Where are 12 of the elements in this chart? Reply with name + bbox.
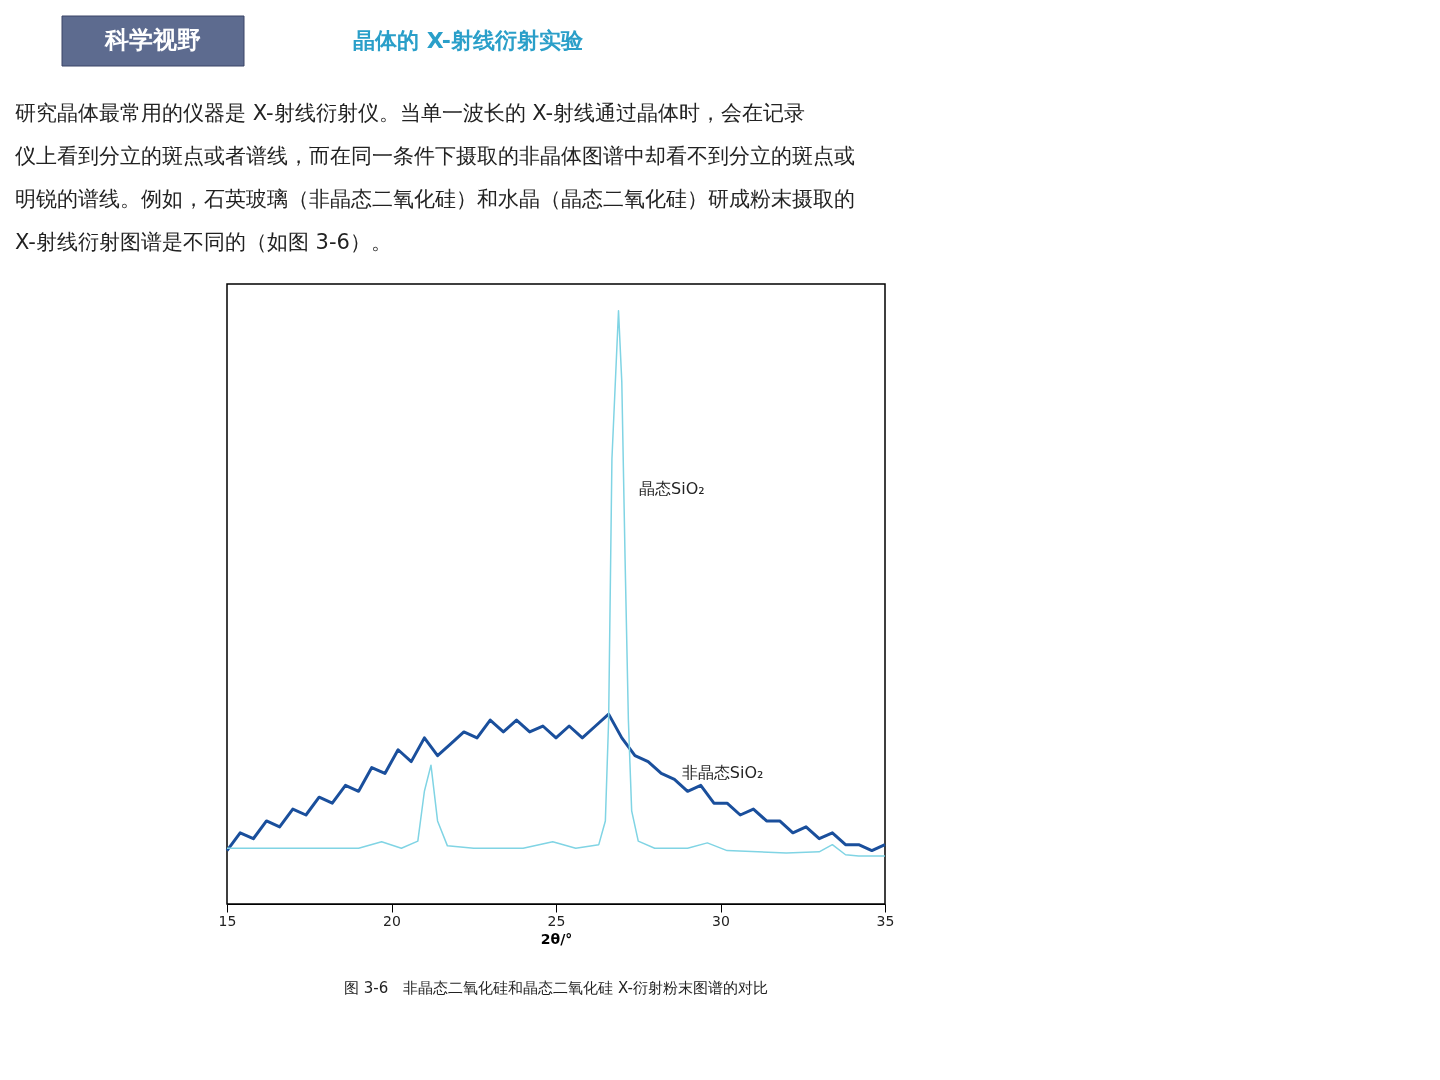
x-tick-label: 20: [383, 912, 401, 929]
text: 科学视野: [104, 26, 201, 54]
x-tick-label: 25: [547, 912, 566, 929]
x-tick-label: 35: [876, 912, 895, 929]
annotation: 非晶态SiO₂: [681, 763, 764, 783]
caption: 图 3-6 非晶态二氧化硅和晶态二氧化硅 X-衍射粉末图谱的对比: [344, 979, 768, 997]
x-axis-title: 2θ/°: [540, 930, 573, 947]
annotation: 晶态SiO₂: [639, 478, 705, 498]
chart-title: 晶体的 X-射线衍射实验: [353, 28, 584, 53]
text: 研究晶体最常用的仪器是 X-射线衍射仪。当单一波长的 X-射线通过晶体时，会在记录仪上看到分立的斑点或者谱线，而在同一条件下摄取的非晶体图谱中却看不到分立的斑点或明锐的谱线。例如，石英玻璃（非晶态二氧化硅）和水晶（晶态二氧化硅）研成粉末摄取的 X-射线衍射图谱是不同的（如图 3-6）。: [15, 101, 855, 254]
x-tick-label: 15: [218, 912, 237, 929]
x-tick-label: 30: [712, 912, 730, 929]
